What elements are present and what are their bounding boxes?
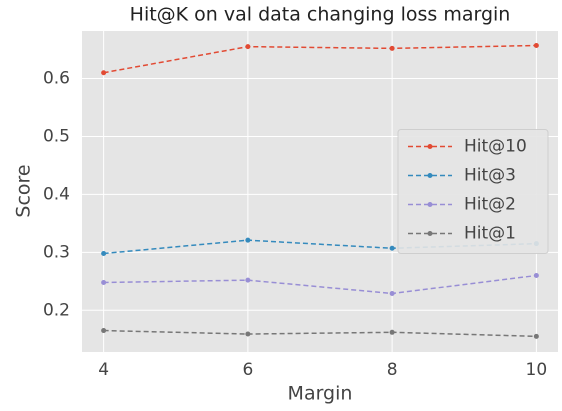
series-line: [103, 44, 537, 74]
data-point: [101, 328, 107, 334]
y-tick-label: 0.2: [43, 300, 70, 320]
legend-label: Hit@3: [464, 166, 516, 186]
series-line: [103, 274, 537, 295]
data-point: [533, 42, 539, 48]
data-point: [389, 45, 395, 51]
legend-marker: [427, 231, 433, 236]
data-point: [389, 290, 395, 296]
data-point: [533, 333, 539, 339]
x-tick-label: 4: [98, 360, 109, 380]
x-axis-label: Margin: [288, 383, 353, 405]
legend-label: Hit@10: [464, 137, 527, 157]
data-point: [245, 237, 251, 243]
legend-box: [397, 129, 549, 254]
data-point: [245, 277, 251, 283]
data-point: [533, 273, 539, 279]
y-tick-label: 0.4: [43, 184, 70, 204]
data-point: [101, 70, 107, 76]
y-axis-label: Score: [13, 164, 35, 217]
chart-title: Hit@K on val data changing loss margin: [130, 4, 511, 26]
legend-marker: [427, 173, 433, 178]
legend-marker: [427, 202, 433, 207]
legend-label: Hit@2: [464, 195, 516, 215]
legend: Hit@10 Hit@3 Hit@2 Hit@1: [397, 129, 549, 254]
data-point: [101, 250, 107, 256]
series-line: [103, 329, 537, 338]
x-tick-label: 8: [387, 360, 398, 380]
data-point: [245, 331, 251, 337]
data-point: [101, 279, 107, 285]
x-tick-label: 6: [242, 360, 253, 380]
y-tick-label: 0.3: [43, 242, 70, 262]
legend-label: Hit@1: [464, 224, 516, 244]
y-tick-label: 0.5: [43, 126, 70, 146]
x-tick-label: 10: [526, 360, 548, 380]
y-tick-label: 0.6: [43, 69, 70, 89]
data-point: [245, 44, 251, 50]
data-point: [389, 245, 395, 251]
legend-marker: [427, 144, 433, 149]
data-point: [389, 329, 395, 335]
